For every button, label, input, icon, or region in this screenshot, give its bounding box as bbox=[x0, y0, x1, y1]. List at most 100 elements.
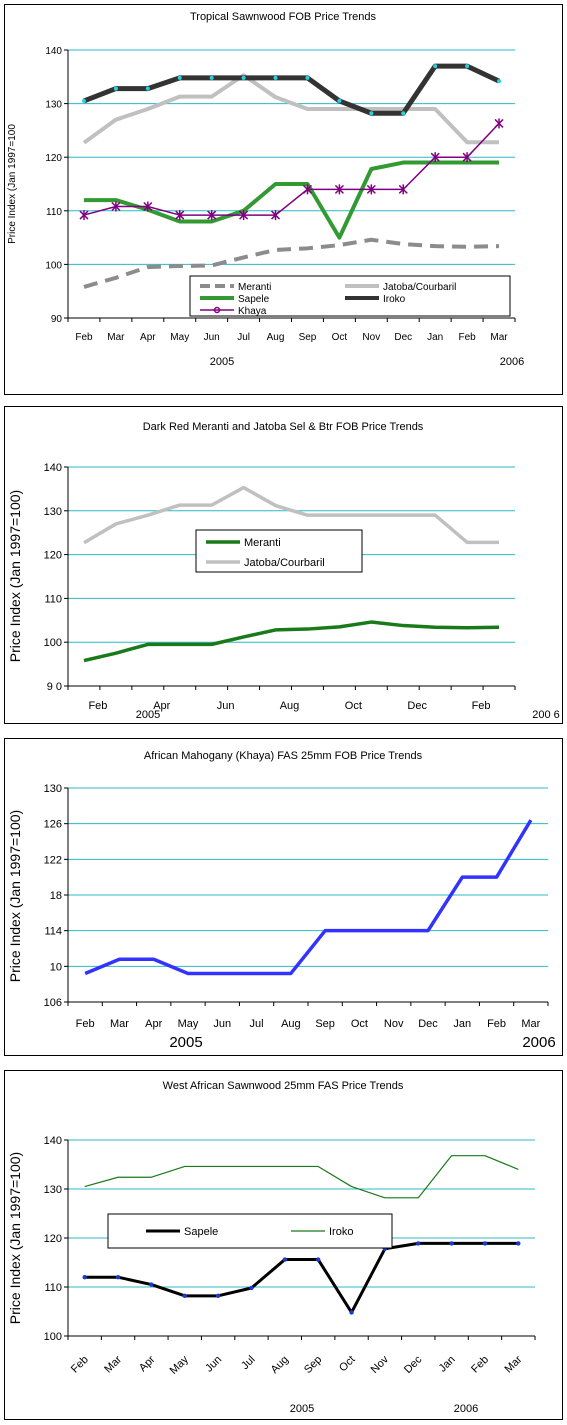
y-tick-label: 126 bbox=[44, 819, 62, 831]
y-tick-label: 110 bbox=[44, 1282, 62, 1294]
x-tick-label: Apr bbox=[153, 700, 170, 712]
x-tick-label: Oct bbox=[337, 1354, 358, 1375]
year-label: 2005 bbox=[169, 1034, 202, 1051]
chart-3: African Mahogany (Khaya) FAS 25mm FOB Pr… bbox=[7, 750, 556, 1051]
x-tick-label: Mar bbox=[110, 1018, 129, 1030]
data-point bbox=[282, 1257, 288, 1262]
data-point bbox=[337, 98, 342, 103]
data-point bbox=[401, 111, 406, 116]
x-tick-label: Nov bbox=[384, 1018, 404, 1030]
y-tick-label: 106 bbox=[44, 997, 62, 1009]
x-tick-label: Apr bbox=[137, 1353, 158, 1374]
data-point bbox=[182, 1293, 187, 1299]
x-tick-label: Jun bbox=[204, 332, 220, 343]
y-tick-label: 140 bbox=[44, 462, 62, 474]
x-tick-label: Aug bbox=[269, 1354, 291, 1376]
series-line-meranti bbox=[83, 237, 500, 289]
x-tick-label: Feb bbox=[69, 1354, 91, 1376]
legend-label-sapele: Sapele bbox=[184, 1226, 218, 1238]
y-tick-label: 120 bbox=[44, 1233, 62, 1245]
x-tick-label: Sep bbox=[315, 1018, 335, 1030]
data-point bbox=[81, 98, 86, 103]
data-point bbox=[149, 1282, 154, 1287]
year-label: 200 6 bbox=[532, 709, 560, 721]
y-tick-label: 9 0 bbox=[47, 681, 62, 693]
legend: Meranti Jatoba/Courbaril bbox=[195, 529, 363, 573]
y-axis-label: Price Index (Jan 1997=100 bbox=[7, 124, 18, 244]
year-label: 2006 bbox=[522, 1034, 555, 1051]
x-tick-label: Feb bbox=[472, 700, 491, 712]
x-tick-label: Feb bbox=[76, 1018, 95, 1030]
x-tick-label: Jan bbox=[427, 332, 443, 343]
y-tick-label: 140 bbox=[45, 46, 62, 57]
data-point bbox=[113, 86, 118, 91]
y-tick-label: 122 bbox=[44, 854, 62, 866]
data-point bbox=[449, 1241, 454, 1246]
x-tick-label: Sep bbox=[299, 332, 317, 343]
year-label: 2006 bbox=[454, 1403, 478, 1415]
chart-4: West African Sawnwood 25mm FAS Price Tre… bbox=[7, 1080, 536, 1415]
y-tick-label: 10 bbox=[50, 961, 62, 973]
chart-title: Tropical Sawnwood FOB Price Trends bbox=[190, 11, 377, 23]
x-tick-label: Feb bbox=[75, 332, 93, 343]
series-line-khaya bbox=[84, 819, 533, 976]
data-point bbox=[416, 1241, 421, 1246]
data-point bbox=[497, 79, 502, 84]
legend-label-meranti: Meranti bbox=[238, 282, 271, 293]
x-tick-label: Dec bbox=[394, 332, 412, 343]
x-tick-label: Mar bbox=[107, 332, 125, 343]
x-tick-label: Jan bbox=[453, 1018, 471, 1030]
data-point bbox=[494, 118, 504, 129]
series-line-iroko bbox=[84, 1155, 519, 1199]
year-label: 2005 bbox=[210, 356, 234, 368]
series-line-meranti bbox=[83, 620, 500, 663]
chart-1: Tropical Sawnwood FOB Price Trends 90 100 1… bbox=[7, 11, 524, 368]
data-point bbox=[302, 184, 312, 195]
data-point bbox=[111, 201, 121, 212]
data-point bbox=[462, 152, 472, 163]
x-tick-label: Jun bbox=[203, 1354, 224, 1375]
chart-2: Dark Red Meranti and Jatoba Sel & Btr FO… bbox=[7, 421, 560, 721]
year-label: 2005 bbox=[290, 1403, 314, 1415]
series-line-sapele bbox=[84, 1241, 519, 1314]
x-tick-label: May bbox=[168, 1353, 192, 1377]
data-point bbox=[215, 1293, 221, 1299]
x-tick-label: May bbox=[178, 1018, 199, 1030]
y-tick-label: 114 bbox=[44, 926, 62, 938]
x-tick-label: Nov bbox=[369, 1353, 392, 1376]
chart-title: African Mahogany (Khaya) FAS 25mm FOB Pr… bbox=[144, 750, 423, 762]
series-line-jatoba-courbaril bbox=[82, 73, 500, 145]
x-tick-label: Mar bbox=[503, 1353, 525, 1375]
x-tick-label: Feb bbox=[469, 1354, 491, 1376]
legend-label-meranti: Meranti bbox=[244, 537, 281, 549]
data-point bbox=[305, 75, 310, 80]
series-line-iroko bbox=[83, 63, 501, 116]
chart-title: West African Sawnwood 25mm FAS Price Tre… bbox=[163, 1080, 404, 1092]
x-tick-label: Aug bbox=[280, 700, 300, 712]
x-tick-label: Nov bbox=[362, 332, 380, 343]
legend-box bbox=[195, 529, 363, 573]
y-tick-label: 120 bbox=[45, 153, 62, 164]
legend-label-jatoba-courbaril: Jatoba/Courbaril bbox=[244, 557, 325, 569]
data-point bbox=[369, 111, 374, 116]
x-tick-label: Mar bbox=[490, 332, 508, 343]
x-tick-label: Oct bbox=[345, 700, 362, 712]
legend: Sapele Iroko bbox=[107, 1213, 393, 1249]
y-tick-label: 130 bbox=[45, 100, 62, 111]
x-tick-label: Jul bbox=[250, 1018, 264, 1030]
x-tick-label: Jul bbox=[237, 332, 250, 343]
legend-label-iroko: Iroko bbox=[329, 1226, 353, 1238]
data-point bbox=[465, 64, 470, 69]
y-tick-label: 100 bbox=[44, 637, 62, 649]
x-tick-label: Feb bbox=[458, 332, 476, 343]
x-tick-label: Dec bbox=[402, 1353, 425, 1376]
y-axis-label: Price Index (Jan 1997=100) bbox=[7, 490, 23, 662]
x-tick-label: Aug bbox=[267, 332, 285, 343]
x-tick-label: Feb bbox=[487, 1018, 506, 1030]
x-tick-label: Apr bbox=[140, 332, 156, 343]
x-tick-label: Dec bbox=[407, 700, 427, 712]
data-point bbox=[430, 152, 440, 163]
legend-label-sapele: Sapele bbox=[238, 294, 270, 305]
x-tick-label: Jan bbox=[437, 1354, 458, 1375]
